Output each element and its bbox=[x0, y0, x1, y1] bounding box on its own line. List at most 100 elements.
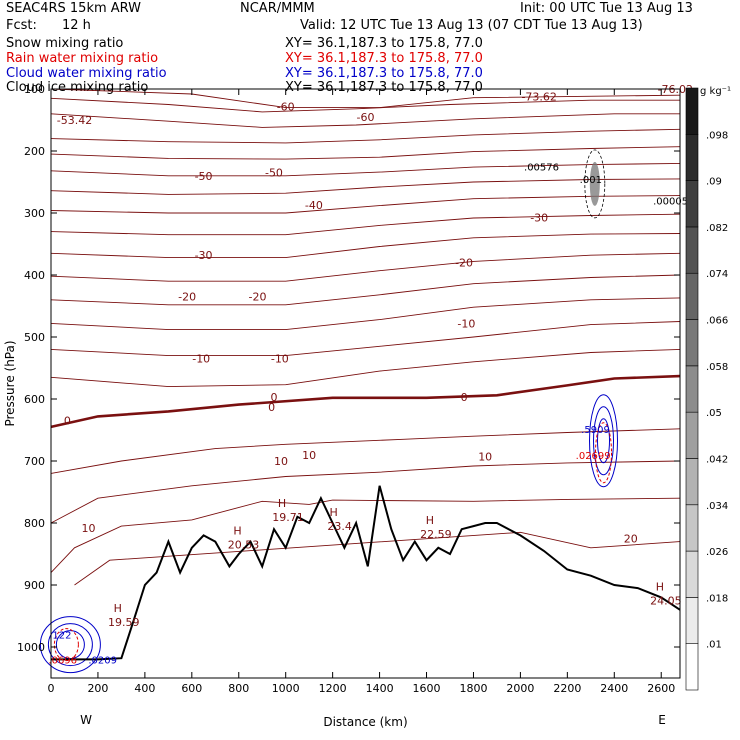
forecast-hour: 12 h bbox=[62, 18, 91, 33]
cloud-water-contour bbox=[47, 623, 93, 667]
colorbar-label: .074 bbox=[706, 269, 728, 280]
moisture-label: .00576 bbox=[524, 163, 559, 174]
x-axis-west-label: W bbox=[80, 713, 92, 727]
x-tick-label: 1000 bbox=[272, 682, 300, 695]
isotherm-label: 10 bbox=[82, 522, 96, 535]
isotherm-line bbox=[50, 274, 681, 306]
isotherm-label: -50 bbox=[265, 167, 283, 180]
high-marker: H bbox=[233, 525, 241, 538]
colorbar-bin bbox=[685, 87, 699, 135]
isotherm-line bbox=[50, 162, 681, 177]
isotherm-label: -20 bbox=[455, 257, 473, 270]
y-tick-label: 600 bbox=[24, 393, 45, 406]
isotherm-label: -40 bbox=[305, 199, 323, 212]
isotherm-label: -50 bbox=[195, 170, 213, 183]
moisture-label: .122 bbox=[49, 631, 71, 642]
y-tick-label: 500 bbox=[24, 331, 45, 344]
model-title: SEAC4RS 15km ARW bbox=[6, 1, 142, 16]
isotherm-line bbox=[50, 497, 681, 573]
isotherm-label: 10 bbox=[302, 449, 316, 462]
colorbar-label: .082 bbox=[706, 223, 728, 234]
x-tick-label: 400 bbox=[134, 682, 155, 695]
isotherm-line bbox=[50, 213, 681, 236]
x-tick-label: 1800 bbox=[459, 682, 487, 695]
high-marker: H bbox=[114, 602, 122, 615]
colorbar-bin bbox=[685, 550, 699, 598]
x-tick-label: 800 bbox=[228, 682, 249, 695]
colorbar-bin bbox=[685, 458, 699, 506]
field-snow-name: Snow mixing ratio bbox=[6, 36, 124, 51]
isotherm-label: 0 bbox=[268, 401, 275, 414]
colorbar-label: .05 bbox=[706, 408, 722, 419]
isotherm-label: -30 bbox=[530, 211, 548, 224]
y-tick-label: 900 bbox=[24, 579, 45, 592]
isotherm-line bbox=[50, 428, 681, 474]
high-marker: H bbox=[278, 497, 286, 510]
isotherm-line bbox=[50, 321, 681, 357]
high-marker: H bbox=[330, 506, 338, 519]
isotherm-label: -20 bbox=[249, 291, 267, 304]
cloud-water-contour bbox=[597, 418, 611, 464]
isotherm-label: -10 bbox=[271, 353, 289, 366]
label-layer: -60-60-53.42-73.62-76.02-50 -50-40-30-30-… bbox=[48, 83, 693, 666]
isotherm-line bbox=[50, 348, 681, 388]
x-tick-label: 200 bbox=[87, 682, 108, 695]
colorbar-bin bbox=[685, 411, 699, 459]
moisture-label: .02699 bbox=[576, 451, 611, 462]
colorbar-label: .066 bbox=[706, 316, 728, 327]
field-snow-xy: XY= 36.1,187.3 to 175.8, 77.0 bbox=[285, 36, 483, 51]
y-tick-label: 300 bbox=[24, 207, 45, 220]
colorbar-bin bbox=[685, 319, 699, 367]
isotherm-line bbox=[50, 97, 680, 113]
isotherm-line bbox=[50, 146, 681, 160]
y-axis-label: Pressure (hPa) bbox=[3, 340, 17, 426]
x-axis-east-label: E bbox=[658, 713, 666, 727]
high-marker: H bbox=[426, 514, 434, 527]
high-marker: H bbox=[656, 581, 664, 594]
cloud-ice-shading bbox=[589, 161, 600, 206]
isotherm-line bbox=[50, 374, 681, 429]
rain-water-contour bbox=[595, 422, 613, 484]
x-tick-label: 0 bbox=[48, 682, 55, 695]
x-tick-label: 1400 bbox=[366, 682, 394, 695]
colorbar-label: .058 bbox=[706, 362, 728, 373]
y-tick-label: 700 bbox=[24, 455, 45, 468]
moisture-label: .001 bbox=[580, 175, 602, 186]
plot-frame bbox=[50, 88, 681, 679]
y-tick-label: 100 bbox=[24, 83, 45, 96]
colorbar-label: .026 bbox=[706, 547, 728, 558]
isotherm-line bbox=[50, 252, 681, 282]
forecast-label: Fcst: bbox=[6, 18, 37, 33]
colorbar-bin bbox=[685, 643, 699, 691]
isotherm-line bbox=[50, 128, 681, 144]
field-rain-xy: XY= 36.1,187.3 to 175.8, 77.0 bbox=[285, 51, 483, 66]
extremum-label: 24.05 bbox=[650, 595, 682, 608]
cloud-water-contour bbox=[593, 406, 615, 476]
field-cloudice-xy: XY= 36.1,187.3 to 175.8, 77.0 bbox=[285, 80, 483, 95]
colorbar-bin bbox=[685, 180, 699, 228]
x-tick-label: 2200 bbox=[553, 682, 581, 695]
moisture-layer bbox=[39, 149, 619, 674]
x-tick-label: 1200 bbox=[319, 682, 347, 695]
y-tick-label: 200 bbox=[24, 145, 45, 158]
cloud-ice-contour bbox=[584, 149, 606, 219]
extremum-label: 19.71 bbox=[272, 511, 304, 524]
terrain-line bbox=[51, 485, 681, 661]
isotherm-label: 0 bbox=[270, 391, 277, 404]
cloud-water-contour bbox=[589, 394, 619, 488]
y-tick-label: 800 bbox=[24, 517, 45, 530]
x-tick-label: 2600 bbox=[647, 682, 675, 695]
isotherm-label: -10 bbox=[192, 353, 210, 366]
colorbar-label: .01 bbox=[706, 640, 722, 651]
extremum-label: 23.4 bbox=[327, 520, 352, 533]
colorbar-bin bbox=[685, 365, 699, 413]
field-cloudwater-xy: XY= 36.1,187.3 to 175.8, 77.0 bbox=[285, 66, 483, 81]
colorbar-units: g kg⁻¹ bbox=[700, 86, 731, 97]
center-label: NCAR/MMM bbox=[240, 1, 315, 16]
isotherm-label: -60 bbox=[277, 100, 295, 113]
colorbar-label: .018 bbox=[706, 593, 728, 604]
extremum-label: 19.59 bbox=[108, 616, 140, 629]
y-tick-label: 400 bbox=[24, 269, 45, 282]
moisture-label: .0696 bbox=[48, 655, 77, 666]
isotherm-line bbox=[74, 531, 681, 586]
